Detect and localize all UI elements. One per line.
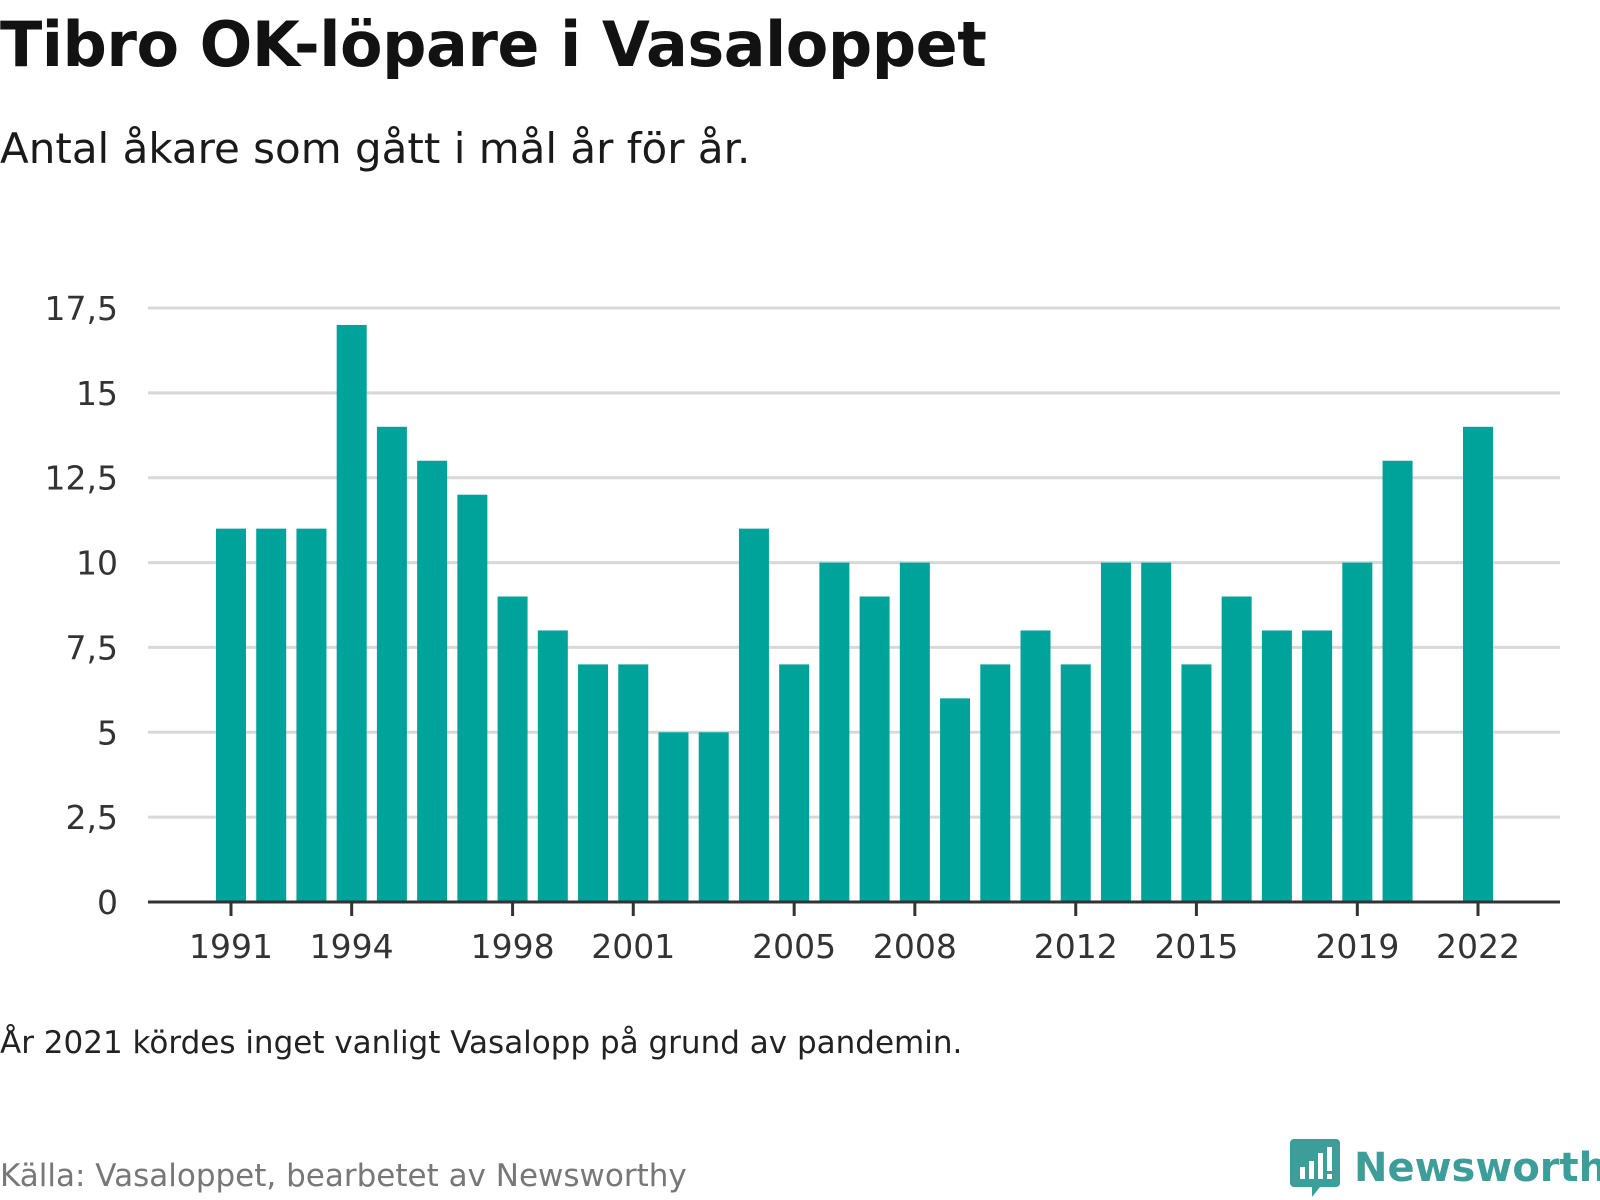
bar-1991 <box>216 528 246 902</box>
y-axis-ticks: 0 2,5 5 7,5 10 12,5 15 17,5 <box>45 289 118 922</box>
bar-1996 <box>417 460 448 902</box>
x-tick-label: 2012 <box>1034 927 1118 966</box>
y-tick-label: 0 <box>97 883 118 922</box>
bar-1992 <box>256 528 287 902</box>
brand-name: Newsworthy <box>1354 1145 1600 1191</box>
bar-2008 <box>899 562 930 902</box>
y-tick-label: 17,5 <box>45 289 118 328</box>
newsworthy-logo-icon <box>1290 1139 1340 1197</box>
chart-subtitle: Antal åkare som gått i mål år för år. <box>0 124 751 173</box>
bar-1999 <box>537 630 568 902</box>
bar-2015 <box>1181 664 1212 902</box>
bar-1993 <box>296 528 327 902</box>
x-tick-label: 2001 <box>591 927 675 966</box>
bar-2000 <box>578 664 609 902</box>
newsworthy-logo: Newsworthy <box>1290 1138 1600 1198</box>
chart-title: Tibro OK-löpare i Vasaloppet <box>0 8 987 81</box>
y-tick-label: 15 <box>76 374 118 413</box>
bar-1997 <box>457 494 488 902</box>
y-tick-label: 10 <box>76 544 118 583</box>
bar-2004 <box>738 528 769 902</box>
bar-2001 <box>618 664 649 902</box>
bar-1994 <box>336 324 367 902</box>
source-credit: Källa: Vasaloppet, bearbetet av Newswort… <box>0 1158 687 1194</box>
bar-2011 <box>1020 630 1051 902</box>
bar-chart: 0 2,5 5 7,5 10 12,5 15 17,5 1991 1994 1998 2001 200… <box>45 289 1560 966</box>
x-tick-label: 1998 <box>471 927 555 966</box>
y-tick-label: 2,5 <box>66 798 118 837</box>
bar-2014 <box>1141 562 1172 902</box>
bar-2013 <box>1100 562 1131 902</box>
bar-2006 <box>819 562 850 902</box>
x-tick-label: 2005 <box>752 927 836 966</box>
y-tick-label: 12,5 <box>45 459 118 498</box>
bar-2002 <box>658 732 689 902</box>
y-tick-label: 5 <box>97 713 118 752</box>
x-axis-ticks: 1991 1994 1998 2001 2005 2008 2012 2015 2019 2022 <box>189 902 1520 966</box>
bar-2005 <box>779 664 810 902</box>
x-tick-label: 1994 <box>310 927 394 966</box>
bar-2017 <box>1261 630 1292 902</box>
x-tick-label: 2019 <box>1315 927 1399 966</box>
x-tick-label: 2008 <box>873 927 957 966</box>
y-tick-label: 7,5 <box>66 628 118 667</box>
bar-2007 <box>859 596 890 902</box>
bar-2019 <box>1342 562 1373 902</box>
bar-2012 <box>1060 664 1091 902</box>
x-tick-label: 2015 <box>1154 927 1238 966</box>
bar-2022 <box>1463 426 1493 902</box>
bar-2009 <box>940 698 971 902</box>
x-tick-label: 2022 <box>1436 927 1520 966</box>
bar-1995 <box>376 426 407 902</box>
bar-2016 <box>1221 596 1252 902</box>
bars <box>216 324 1493 902</box>
bar-2020 <box>1382 460 1413 902</box>
bar-1998 <box>497 596 528 902</box>
bar-2018 <box>1302 630 1333 902</box>
bar-2010 <box>980 664 1011 902</box>
footnote: År 2021 kördes inget vanligt Vasalopp på… <box>0 1025 963 1061</box>
bar-2003 <box>698 732 729 902</box>
x-tick-label: 1991 <box>189 927 273 966</box>
